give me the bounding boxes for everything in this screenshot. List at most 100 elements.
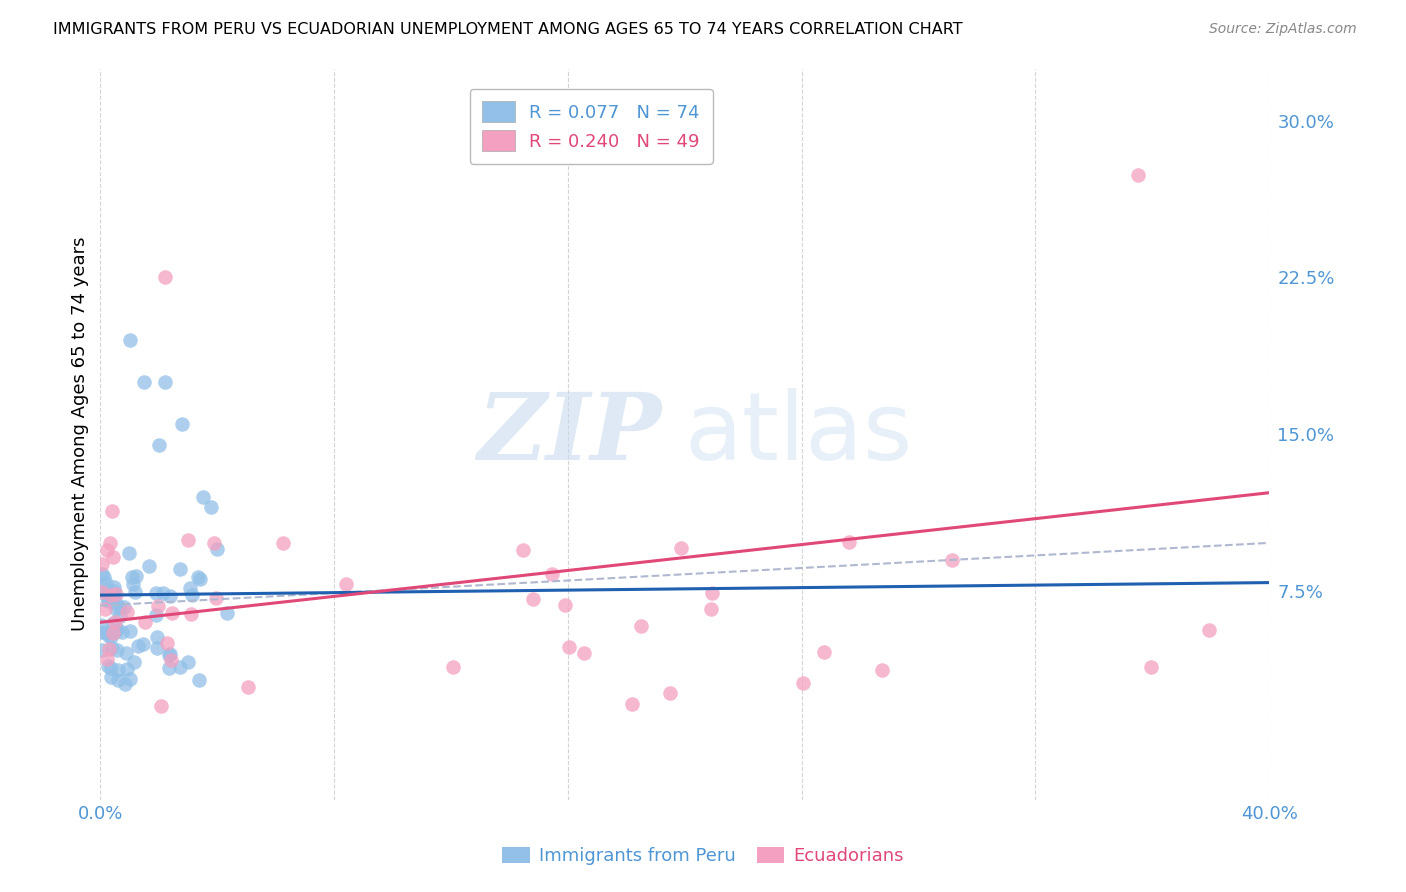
Point xyxy=(105,587,128,601)
Point xyxy=(335,577,357,591)
Point xyxy=(1140,659,1163,673)
Point xyxy=(115,606,138,620)
Point xyxy=(630,618,652,632)
Point xyxy=(522,591,544,606)
Point xyxy=(146,599,169,613)
Point xyxy=(146,640,169,655)
Point xyxy=(104,624,127,638)
Point xyxy=(124,584,146,599)
Point xyxy=(152,586,174,600)
Point xyxy=(202,535,225,549)
Point xyxy=(121,577,143,591)
Point xyxy=(91,624,114,639)
Point xyxy=(179,582,201,596)
Point xyxy=(96,576,118,591)
Point xyxy=(177,655,200,669)
Point xyxy=(108,600,131,615)
Point xyxy=(118,333,141,347)
Point xyxy=(700,601,723,615)
Point xyxy=(870,663,893,677)
Point xyxy=(153,375,176,389)
Point xyxy=(91,557,114,571)
Point xyxy=(91,567,114,582)
Point xyxy=(148,438,170,452)
Point xyxy=(621,697,644,711)
Point xyxy=(172,417,194,431)
Text: atlas: atlas xyxy=(685,388,912,480)
Point xyxy=(91,643,114,657)
Point xyxy=(150,698,173,713)
Point xyxy=(101,626,124,640)
Point xyxy=(100,640,122,655)
Point xyxy=(157,660,180,674)
Point xyxy=(200,500,222,515)
Point xyxy=(114,677,136,691)
Point xyxy=(115,662,138,676)
Point xyxy=(145,630,167,644)
Point xyxy=(813,645,835,659)
Point xyxy=(190,572,212,586)
Point xyxy=(96,543,118,558)
Point xyxy=(215,606,238,620)
Y-axis label: Unemployment Among Ages 65 to 74 years: Unemployment Among Ages 65 to 74 years xyxy=(72,237,89,632)
Point xyxy=(93,570,115,584)
Point xyxy=(271,536,294,550)
Point xyxy=(100,504,122,518)
Point xyxy=(97,594,120,608)
Point xyxy=(557,640,579,655)
Point xyxy=(134,615,156,629)
Point xyxy=(110,609,132,624)
Point xyxy=(159,589,181,603)
Point xyxy=(115,646,138,660)
Legend: R = 0.077   N = 74, R = 0.240   N = 49: R = 0.077 N = 74, R = 0.240 N = 49 xyxy=(470,88,713,163)
Point xyxy=(155,636,177,650)
Point xyxy=(107,673,129,688)
Point xyxy=(121,570,143,584)
Point xyxy=(120,624,142,638)
Point xyxy=(100,670,122,684)
Point xyxy=(127,639,149,653)
Text: Source: ZipAtlas.com: Source: ZipAtlas.com xyxy=(1209,22,1357,37)
Point xyxy=(177,533,200,547)
Point xyxy=(96,652,118,666)
Point xyxy=(104,615,127,630)
Point xyxy=(112,599,135,614)
Point xyxy=(1198,624,1220,638)
Point xyxy=(97,592,120,607)
Point xyxy=(191,490,214,504)
Point xyxy=(669,541,692,556)
Point xyxy=(236,680,259,694)
Point xyxy=(145,608,167,623)
Legend: Immigrants from Peru, Ecuadorians: Immigrants from Peru, Ecuadorians xyxy=(495,839,911,872)
Point xyxy=(94,582,117,597)
Point xyxy=(153,270,176,285)
Point xyxy=(792,676,814,690)
Point xyxy=(97,641,120,656)
Point xyxy=(103,589,125,603)
Point xyxy=(100,630,122,644)
Point xyxy=(204,591,226,605)
Text: ZIP: ZIP xyxy=(477,389,661,479)
Point xyxy=(134,375,156,389)
Point xyxy=(169,660,191,674)
Point xyxy=(540,566,562,581)
Point xyxy=(103,581,125,595)
Point xyxy=(441,660,464,674)
Text: IMMIGRANTS FROM PERU VS ECUADORIAN UNEMPLOYMENT AMONG AGES 65 TO 74 YEARS CORREL: IMMIGRANTS FROM PERU VS ECUADORIAN UNEMP… xyxy=(53,22,963,37)
Point xyxy=(554,598,576,612)
Point xyxy=(181,589,204,603)
Point xyxy=(105,596,128,610)
Point xyxy=(157,648,180,662)
Point xyxy=(838,535,860,549)
Point xyxy=(1126,168,1149,182)
Point xyxy=(159,653,181,667)
Point xyxy=(188,673,211,688)
Point xyxy=(138,558,160,573)
Point xyxy=(93,602,115,616)
Point xyxy=(105,622,128,636)
Point xyxy=(145,586,167,600)
Point xyxy=(118,672,141,686)
Point xyxy=(159,647,181,661)
Point xyxy=(205,542,228,557)
Point xyxy=(122,655,145,669)
